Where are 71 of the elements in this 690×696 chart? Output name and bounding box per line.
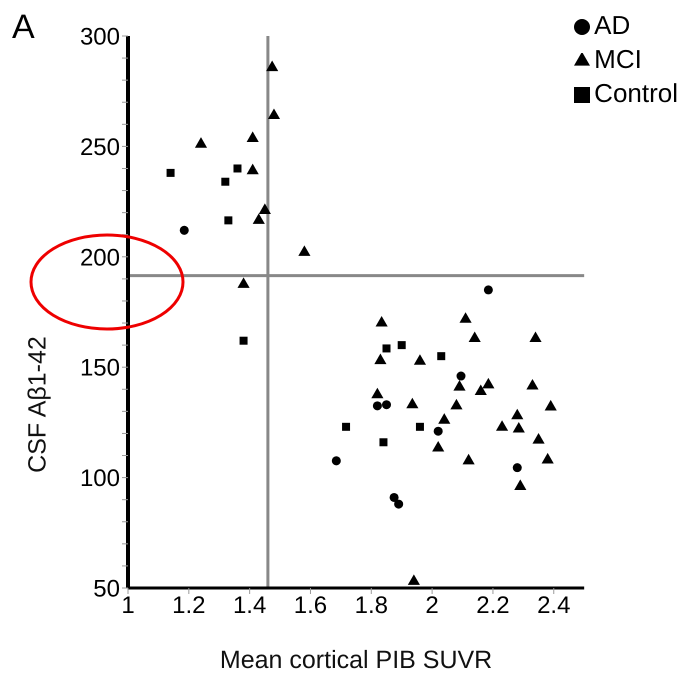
point [526,378,539,390]
x-tick-label: 1.6 [294,592,328,620]
x-tick-label: 2.2 [476,592,510,620]
point [268,108,280,119]
point [224,216,232,224]
point [459,312,472,323]
y-tick-label: 50 [93,576,120,603]
point [237,277,250,288]
y-tick-label: 100 [80,465,120,492]
point [462,454,475,464]
point [252,213,265,224]
point [434,426,443,436]
point [438,413,450,424]
point [382,344,390,352]
point [221,178,230,186]
y-tick-label: 250 [80,134,120,161]
point [180,226,189,235]
point [408,574,420,585]
point [512,422,525,433]
point [246,131,259,142]
point [240,336,248,345]
point [258,203,271,214]
point [382,400,392,410]
point [342,422,350,431]
point [233,164,242,172]
point [266,60,278,72]
point [484,285,493,294]
point [194,137,208,148]
x-tick-label: 2 [425,592,439,620]
legend-label: MCI [594,44,642,74]
point [374,354,386,364]
point [511,408,524,420]
point [432,440,444,452]
point [532,433,545,444]
point [414,354,426,365]
y-axis-title: CSF Aβ1-42 [24,335,52,475]
point [246,164,259,174]
point [166,168,175,177]
point [514,479,526,490]
x-tick-label: 1.4 [232,592,266,620]
point [416,422,424,431]
point [496,420,508,431]
point [406,398,418,408]
legend-label: Control [594,78,678,108]
point [437,352,446,360]
point [542,452,554,464]
y-tick-label: 300 [80,24,120,51]
point [376,316,388,327]
point [390,492,399,502]
x-tick-label: 1.2 [172,592,206,620]
point [544,400,557,410]
y-tick-label: 150 [80,354,120,382]
legend-label: AD [594,10,630,40]
point [474,384,487,395]
point [453,380,466,391]
x-axis-title: Mean cortical PIB SUVR [220,646,492,674]
point [372,401,382,410]
x-tick-label: 1 [121,592,135,620]
point [482,378,494,388]
point [298,245,310,256]
text: A [12,8,35,47]
x-tick-label: 2.4 [537,592,570,620]
point [371,388,384,398]
point [398,341,406,350]
x-tick-label: 1.8 [354,592,388,620]
point [450,398,463,410]
point [379,438,388,446]
y-tick-label: 200 [80,244,120,272]
point [332,456,341,466]
point [529,331,542,342]
point [468,331,481,342]
